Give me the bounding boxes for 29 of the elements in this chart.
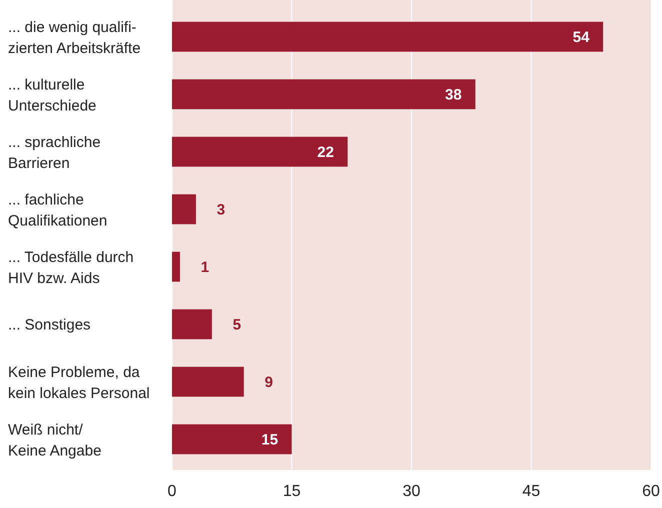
- y-tick-label: ... fachliche Qualifikationen: [8, 192, 108, 230]
- data-label: 15: [261, 432, 278, 448]
- bar: [172, 22, 604, 52]
- data-label: 3: [216, 202, 226, 218]
- y-tick-label: Keine Probleme, da kein lokales Personal: [8, 364, 150, 402]
- y-tick-label: Weiß nicht/ Keine Angabe: [8, 422, 102, 460]
- bar: [172, 309, 212, 340]
- x-tick-label: 0: [168, 483, 177, 500]
- y-tick-label: ... Sonstiges: [8, 316, 91, 334]
- data-label: 9: [264, 374, 274, 391]
- bar: [172, 252, 180, 282]
- bar: [172, 194, 196, 224]
- data-label: 22: [317, 144, 334, 161]
- x-tick-label: 15: [282, 483, 301, 500]
- data-label: 54: [572, 29, 590, 46]
- x-tick-label: 60: [642, 483, 660, 500]
- data-label: 1: [200, 259, 210, 276]
- data-label: 38: [445, 86, 462, 104]
- bar: [172, 424, 292, 454]
- bar: [172, 366, 244, 397]
- y-tick-label: ... kulturelle Unterschiede: [8, 76, 96, 114]
- x-tick-label: 30: [402, 483, 420, 500]
- y-tick-label: ... die wenig qualifi- zierten Arbeitskräfte: [8, 19, 141, 57]
- bar: [172, 136, 348, 167]
- bar: [172, 79, 476, 110]
- data-label: 5: [232, 316, 242, 334]
- y-tick-label: ... sprachliche Barrieren: [8, 134, 101, 172]
- y-tick-label: ... Todesfälle durch HIV bzw. Aids: [8, 249, 134, 287]
- x-tick-label: 45: [522, 483, 540, 500]
